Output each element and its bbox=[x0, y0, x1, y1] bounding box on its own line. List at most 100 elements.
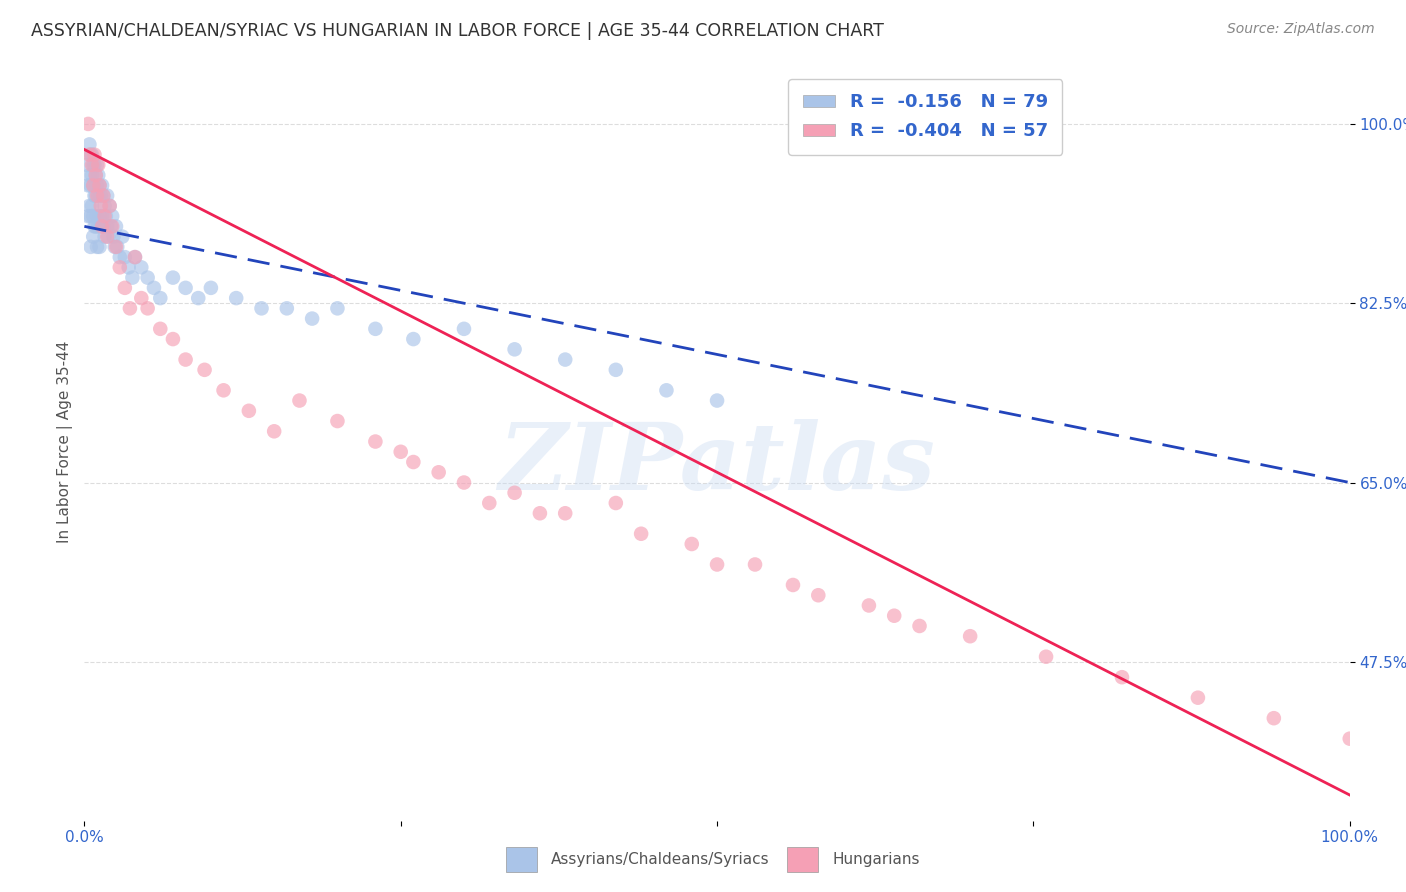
Point bbox=[98, 199, 121, 213]
Point bbox=[1111, 670, 1133, 684]
Point bbox=[89, 240, 111, 254]
Point bbox=[326, 301, 349, 316]
Point bbox=[84, 168, 107, 182]
Point bbox=[326, 414, 349, 428]
Y-axis label: In Labor Force | Age 35-44: In Labor Force | Age 35-44 bbox=[58, 341, 73, 542]
Point bbox=[529, 506, 551, 520]
Point bbox=[98, 199, 121, 213]
Point bbox=[80, 158, 103, 172]
Point bbox=[149, 322, 172, 336]
Point bbox=[605, 496, 627, 510]
Point bbox=[807, 588, 830, 602]
Point bbox=[103, 229, 125, 244]
Point bbox=[478, 496, 501, 510]
Text: Hungarians: Hungarians bbox=[832, 853, 920, 867]
Point bbox=[959, 629, 981, 643]
Point bbox=[858, 599, 880, 613]
Point bbox=[630, 526, 652, 541]
Point bbox=[79, 137, 101, 152]
Point bbox=[79, 178, 103, 193]
Point bbox=[80, 199, 103, 213]
Point bbox=[94, 209, 117, 223]
Point bbox=[77, 209, 100, 223]
Point bbox=[782, 578, 804, 592]
Point bbox=[427, 465, 450, 479]
Point bbox=[136, 301, 159, 316]
Point bbox=[90, 188, 112, 202]
Point bbox=[86, 188, 108, 202]
Point bbox=[364, 322, 387, 336]
Point bbox=[605, 363, 627, 377]
Point bbox=[90, 219, 112, 234]
Point bbox=[87, 219, 110, 234]
Point bbox=[76, 158, 98, 172]
Point bbox=[706, 393, 728, 408]
Point bbox=[79, 147, 103, 161]
Point bbox=[389, 444, 412, 458]
Point bbox=[83, 158, 105, 172]
Point bbox=[105, 240, 127, 254]
Point bbox=[108, 260, 131, 275]
Point bbox=[100, 219, 122, 234]
Point bbox=[96, 229, 118, 244]
Point bbox=[101, 219, 124, 234]
Point bbox=[84, 188, 107, 202]
Point bbox=[93, 199, 115, 213]
Point bbox=[162, 332, 184, 346]
Point bbox=[402, 332, 425, 346]
Point bbox=[364, 434, 387, 449]
Point bbox=[87, 188, 110, 202]
Point bbox=[1263, 711, 1285, 725]
Point bbox=[655, 384, 678, 398]
Point bbox=[124, 250, 146, 264]
Point bbox=[89, 178, 111, 193]
Point bbox=[79, 240, 103, 254]
Point bbox=[108, 250, 131, 264]
Point bbox=[91, 209, 114, 223]
Point bbox=[225, 291, 247, 305]
Point bbox=[77, 178, 100, 193]
Point bbox=[105, 240, 128, 254]
Point bbox=[77, 117, 100, 131]
Point bbox=[503, 343, 526, 357]
Point bbox=[80, 168, 103, 182]
Point bbox=[83, 147, 105, 161]
Point bbox=[101, 209, 124, 223]
Point bbox=[118, 301, 141, 316]
Legend: R =  -0.156   N = 79, R =  -0.404   N = 57: R = -0.156 N = 79, R = -0.404 N = 57 bbox=[789, 79, 1063, 155]
Point bbox=[200, 281, 222, 295]
Point bbox=[82, 209, 104, 223]
Point bbox=[111, 229, 134, 244]
Point bbox=[1339, 731, 1361, 746]
Point bbox=[82, 178, 104, 193]
Point bbox=[503, 485, 526, 500]
Point bbox=[86, 178, 108, 193]
Point bbox=[453, 322, 475, 336]
Point bbox=[238, 404, 260, 418]
Point bbox=[301, 311, 323, 326]
Point bbox=[89, 209, 111, 223]
Text: Assyrians/Chaldeans/Syriacs: Assyrians/Chaldeans/Syriacs bbox=[551, 853, 769, 867]
Point bbox=[187, 291, 209, 305]
Point bbox=[82, 178, 104, 193]
Text: ASSYRIAN/CHALDEAN/SYRIAC VS HUNGARIAN IN LABOR FORCE | AGE 35-44 CORRELATION CHA: ASSYRIAN/CHALDEAN/SYRIAC VS HUNGARIAN IN… bbox=[31, 22, 884, 40]
Point bbox=[79, 209, 103, 223]
Point bbox=[80, 147, 103, 161]
Point bbox=[1187, 690, 1209, 705]
Point bbox=[114, 250, 136, 264]
Point bbox=[114, 281, 136, 295]
Point bbox=[97, 229, 120, 244]
Point bbox=[681, 537, 703, 551]
Point bbox=[453, 475, 475, 490]
Point bbox=[288, 393, 311, 408]
Text: ZIPatlas: ZIPatlas bbox=[499, 419, 935, 509]
Point bbox=[82, 229, 104, 244]
Point bbox=[90, 199, 112, 213]
Point bbox=[121, 270, 143, 285]
Point bbox=[79, 147, 101, 161]
Point bbox=[744, 558, 766, 572]
Point bbox=[91, 219, 114, 234]
Point bbox=[93, 188, 115, 202]
Point bbox=[93, 188, 115, 202]
Point bbox=[402, 455, 425, 469]
